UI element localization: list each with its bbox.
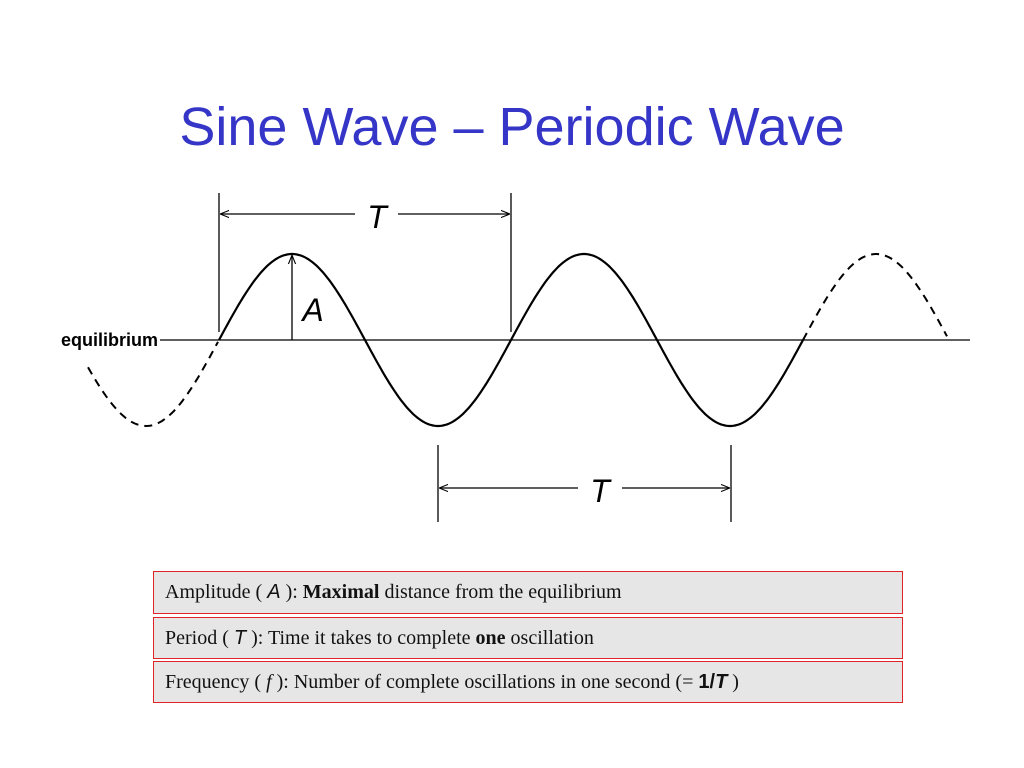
amplitude-def-rest: distance from the equilibrium <box>379 581 622 603</box>
period-marker-bottom: T <box>437 445 732 522</box>
frequency-def-formula-symbol: T <box>715 670 728 693</box>
amplitude-def-symbol: A <box>267 581 281 603</box>
frequency-def-prefix: Frequency ( <box>165 670 267 693</box>
amplitude-def-prefix: Amplitude ( <box>165 581 268 603</box>
amplitude-marker: A <box>292 256 324 340</box>
wave-dashed-left <box>87 341 219 428</box>
equilibrium-label: equilibrium <box>61 330 158 350</box>
frequency-def-after-symbol: ): Number of complete oscillations in on… <box>271 670 699 693</box>
period-bottom-symbol: T <box>590 473 612 509</box>
period-marker-top: T <box>218 193 512 332</box>
frequency-def-symbol: f <box>266 670 272 693</box>
slide-title: Sine Wave – Periodic Wave <box>179 97 845 157</box>
period-def-emphasis: one <box>475 626 506 649</box>
frequency-def-formula-num: 1/ <box>698 670 716 693</box>
wave-solid <box>218 252 804 428</box>
period-def-after-symbol: ): Time it takes to complete <box>246 626 476 649</box>
period-def-symbol: T <box>233 626 247 649</box>
wave-dashed-right <box>802 253 948 341</box>
period-top-symbol: T <box>367 199 389 235</box>
period-def-prefix: Period ( <box>165 626 234 649</box>
amplitude-def-emphasis: Maximal <box>302 581 380 603</box>
amplitude-def-after-symbol: ): <box>280 581 303 603</box>
definition-period: Period ( T ): Time it takes to complete … <box>153 617 903 659</box>
amplitude-symbol: A <box>300 292 323 328</box>
frequency-def-suffix: ) <box>727 670 739 693</box>
definition-amplitude: Amplitude ( A ): Maximal distance from t… <box>153 571 903 614</box>
period-def-rest: oscillation <box>505 626 594 649</box>
definition-frequency: Frequency ( f ): Number of complete osci… <box>153 661 903 703</box>
